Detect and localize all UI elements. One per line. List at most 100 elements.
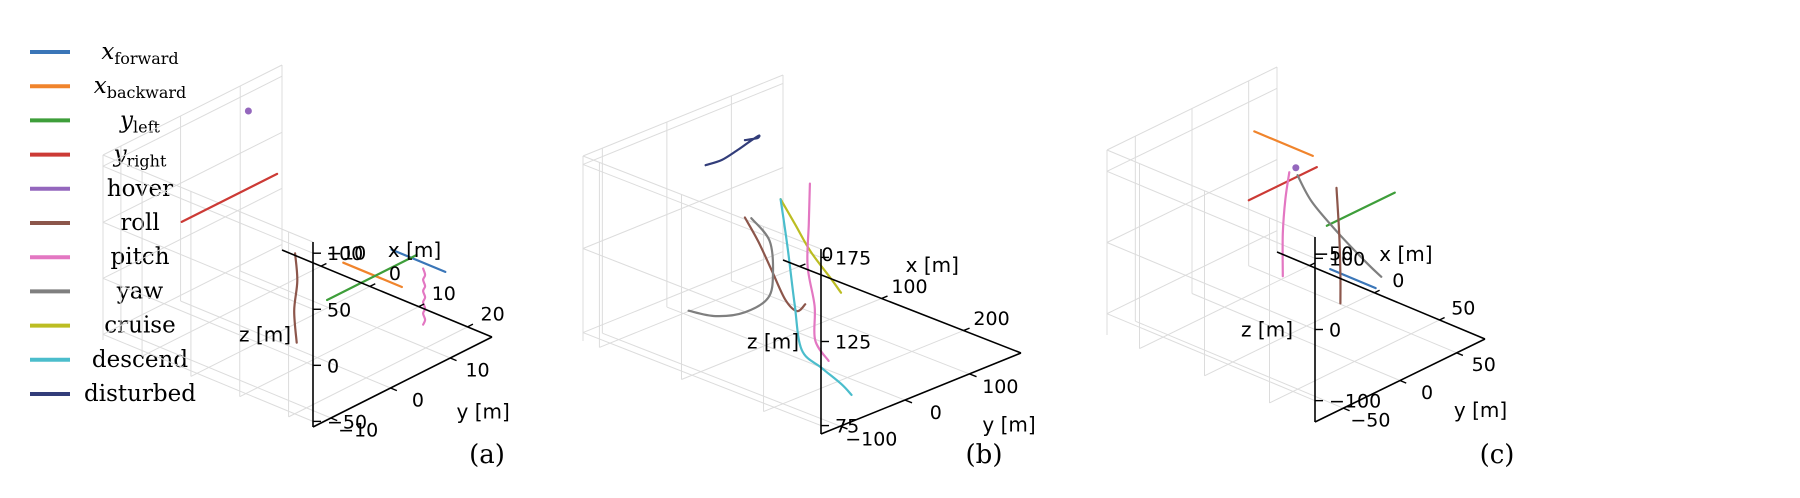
y-tick-label: 50 bbox=[1472, 354, 1496, 376]
y-tick-label: 100 bbox=[982, 376, 1018, 398]
legend-label-x_backward: xbackward bbox=[94, 73, 187, 102]
legend-item-pitch: pitch bbox=[30, 244, 170, 270]
y-tick bbox=[449, 357, 457, 362]
panel-a: −10 0 10 20 −10 0 10 −50 0 50 100 x [m] y [m] z [m] (a… bbox=[102, 64, 510, 470]
x-axis-label: x [m] bbox=[906, 253, 959, 277]
legend-item-roll: roll bbox=[30, 210, 160, 236]
x-tick bbox=[467, 323, 474, 328]
x-tick bbox=[799, 263, 806, 268]
legend-item-yaw: yaw bbox=[30, 278, 164, 304]
grid bbox=[1106, 66, 1457, 422]
legend-label-disturbed: disturbed bbox=[84, 381, 196, 407]
z-tick-label: 0 bbox=[1329, 320, 1341, 342]
y-tick-label: −50 bbox=[1350, 409, 1390, 431]
series-hover bbox=[244, 107, 252, 115]
series-roll bbox=[1335, 186, 1342, 305]
y-tick bbox=[840, 425, 848, 430]
series-pitch bbox=[1281, 171, 1291, 278]
panel-caption: (c) bbox=[1480, 440, 1515, 470]
x-tick-label: 20 bbox=[481, 303, 505, 325]
legend-label-hover: hover bbox=[107, 176, 173, 202]
series-hover bbox=[1292, 164, 1300, 172]
x-tick-label: 0 bbox=[821, 244, 833, 266]
series-y_right bbox=[1247, 166, 1318, 202]
x-tick-label: 0 bbox=[1392, 270, 1404, 292]
legend-item-cruise: cruise bbox=[30, 313, 176, 339]
series-yaw bbox=[687, 217, 775, 318]
series-disturbed bbox=[704, 134, 761, 167]
z-axis-label: z [m] bbox=[747, 330, 799, 354]
x-tick-label: 100 bbox=[891, 276, 927, 298]
series-x_backward bbox=[342, 261, 403, 289]
legend-item-x_forward: xforward bbox=[30, 39, 179, 68]
legend-label-cruise: cruise bbox=[104, 313, 175, 339]
x-tick bbox=[1309, 262, 1315, 267]
y-tick bbox=[904, 399, 913, 404]
z-tick-label: −100 bbox=[1329, 391, 1381, 413]
z-tick-label: 125 bbox=[835, 332, 871, 354]
x-tick bbox=[881, 295, 888, 300]
legend-label-x_forward: xforward bbox=[101, 39, 178, 68]
z-tick-label: 100 bbox=[1329, 248, 1365, 270]
panel-c: −50 0 50 −50 0 50 −100 0 100 x [m] y [m] z [m] (c) bbox=[1106, 66, 1515, 470]
y-tick bbox=[1343, 407, 1350, 412]
y-tick bbox=[1456, 352, 1464, 357]
legend-label-y_left: yleft bbox=[119, 107, 161, 136]
panel-b: 0 100 200 −100 0 100 75 125 175 x [m] y [m] z [m] (b… bbox=[582, 74, 1036, 470]
y-axis-label: y [m] bbox=[1454, 398, 1507, 422]
series-x_forward bbox=[1329, 268, 1377, 290]
legend-item-disturbed: disturbed bbox=[30, 381, 196, 407]
y-axis bbox=[820, 352, 1022, 435]
x-axis bbox=[782, 259, 1022, 354]
z-tick-label: 75 bbox=[835, 416, 859, 438]
x-tick-label: −10 bbox=[326, 243, 366, 265]
y-axis-label: y [m] bbox=[457, 400, 510, 424]
legend-item-descend: descend bbox=[30, 347, 188, 373]
series-pitch bbox=[422, 267, 427, 326]
x-axis-label: x [m] bbox=[1379, 242, 1432, 266]
x-tick-label: 0 bbox=[389, 263, 401, 285]
panel-caption: (b) bbox=[966, 440, 1003, 470]
x-tick bbox=[418, 303, 425, 308]
series-y_right bbox=[180, 172, 279, 223]
x-tick bbox=[963, 327, 970, 332]
legend-label-descend: descend bbox=[92, 347, 188, 373]
legend-item-hover: hover bbox=[30, 176, 173, 202]
y-axis bbox=[312, 336, 493, 428]
x-tick bbox=[320, 262, 327, 267]
legend-label-pitch: pitch bbox=[110, 244, 169, 270]
series-cruise bbox=[779, 198, 843, 294]
z-tick-label: 0 bbox=[327, 355, 339, 377]
series-x_forward bbox=[390, 248, 447, 273]
series-descend bbox=[779, 198, 853, 396]
x-tick-label: −50 bbox=[1313, 243, 1353, 265]
x-axis-label: x [m] bbox=[388, 238, 441, 262]
x-tick-label: 50 bbox=[1451, 297, 1475, 319]
grid bbox=[582, 74, 970, 434]
y-tick bbox=[390, 387, 398, 392]
legend: xforward xbackward yleft yright hover roll pit… bbox=[30, 39, 196, 407]
x-tick bbox=[1374, 289, 1380, 294]
x-tick bbox=[1439, 316, 1445, 321]
legend-item-y_left: yleft bbox=[30, 107, 161, 136]
y-tick-label: −100 bbox=[845, 428, 897, 450]
z-tick-label: 50 bbox=[327, 299, 351, 321]
z-tick-label: −50 bbox=[327, 411, 367, 433]
x-axis bbox=[281, 249, 493, 338]
panel-caption: (a) bbox=[469, 440, 505, 470]
y-tick-label: 10 bbox=[465, 359, 489, 381]
legend-item-x_backward: xbackward bbox=[30, 73, 186, 102]
z-axis-label: z [m] bbox=[239, 323, 291, 347]
z-tick-label: 175 bbox=[835, 247, 871, 269]
legend-item-y_right: yright bbox=[30, 142, 167, 171]
y-tick-label: 0 bbox=[1421, 382, 1433, 404]
x-tick bbox=[369, 283, 376, 288]
series-x_backward bbox=[1253, 130, 1314, 157]
series-pitch bbox=[806, 182, 830, 362]
y-tick-label: 0 bbox=[930, 402, 942, 424]
x-tick-label: 10 bbox=[432, 283, 456, 305]
series-roll bbox=[293, 252, 299, 344]
z-tick-label: 100 bbox=[327, 243, 363, 265]
series-roll bbox=[743, 216, 807, 313]
